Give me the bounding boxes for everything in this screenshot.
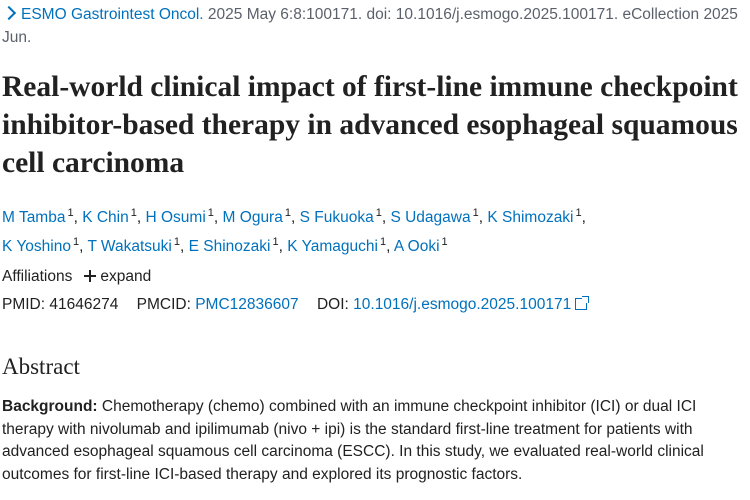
affiliation-ref[interactable]: 1 xyxy=(207,207,214,219)
author-item: A Ooki 1 xyxy=(393,236,448,256)
expand-label: expand xyxy=(100,268,152,285)
citation-details: 2025 May 6:8:100171. doi: 10.1016/j.esmo… xyxy=(2,6,738,46)
pmid-value: 41646274 xyxy=(49,296,119,313)
doi-text: 10.1016/j.esmogo.2025.100171 xyxy=(353,296,572,313)
affiliation-ref[interactable]: 1 xyxy=(284,207,291,219)
citation: ESMO Gastrointest Oncol. 2025 May 6:8:10… xyxy=(1,3,742,49)
doi-link[interactable]: 10.1016/j.esmogo.2025.100171 xyxy=(353,296,590,313)
affiliation-ref[interactable]: 1 xyxy=(173,236,180,249)
author-link[interactable]: S Udagawa xyxy=(390,209,471,227)
affiliation-ref[interactable]: 1 xyxy=(375,207,382,219)
pmcid-label: PMCID: xyxy=(136,296,191,313)
journal-link[interactable]: ESMO Gastrointest Oncol. xyxy=(21,6,204,23)
author-item: K Yamaguchi 1, xyxy=(287,236,394,256)
affiliations-label: Affiliations xyxy=(2,268,73,285)
author-item: M Tamba 1, xyxy=(2,207,83,227)
author-item: S Udagawa 1, xyxy=(390,207,488,227)
external-link-icon xyxy=(575,296,590,310)
article-title: Real-world clinical impact of first-line… xyxy=(2,71,738,179)
doi-label: DOI: xyxy=(316,296,349,313)
author-link[interactable]: H Osumi xyxy=(145,209,206,227)
author-link[interactable]: E Shinozaki xyxy=(188,238,271,256)
author-item: H Osumi 1, xyxy=(145,207,223,227)
author-link[interactable]: K Shimozaki xyxy=(487,209,574,227)
author-list: M Tamba 1, K Chin 1, H Osumi 1, M Ogura 1, S… xyxy=(2,201,742,259)
author-link[interactable]: K Yamaguchi xyxy=(287,238,378,256)
affiliation-ref[interactable]: 1 xyxy=(472,207,479,219)
affiliations-toggle[interactable]: Affiliations expand xyxy=(2,266,151,288)
affiliation-ref[interactable]: 1 xyxy=(379,236,387,249)
author-item: M Ogura 1, xyxy=(222,207,300,227)
affiliation-ref[interactable]: 1 xyxy=(575,207,582,219)
author-link[interactable]: K Yoshino xyxy=(2,238,71,256)
chevron-right-icon xyxy=(1,5,17,21)
author-item: T Wakatsuki 1, xyxy=(87,236,189,256)
author-item: K Shimozaki 1, xyxy=(487,207,586,227)
abstract-background: Background: Chemotherapy (chemo) combine… xyxy=(2,396,744,486)
abstract-heading: Abstract xyxy=(2,354,80,379)
affiliation-ref[interactable]: 1 xyxy=(130,207,137,219)
author-item: S Fukuoka 1, xyxy=(299,207,391,227)
author-item: K Yoshino 1, xyxy=(2,236,88,256)
affiliation-ref[interactable]: 1 xyxy=(67,207,74,219)
author-link[interactable]: M Tamba xyxy=(2,209,66,227)
author-link[interactable]: S Fukuoka xyxy=(299,209,374,227)
background-label: Background: xyxy=(2,398,98,415)
pmid-label: PMID: xyxy=(2,296,46,313)
author-link[interactable]: K Chin xyxy=(82,209,129,227)
author-item: K Chin 1, xyxy=(82,207,146,227)
author-link[interactable]: A Ooki xyxy=(393,238,440,256)
author-link[interactable]: T Wakatsuki xyxy=(87,238,172,256)
background-text: Chemotherapy (chemo) combined with an im… xyxy=(2,398,704,483)
affiliation-ref[interactable]: 1 xyxy=(72,236,80,249)
plus-icon xyxy=(84,270,97,282)
affiliation-ref[interactable]: 1 xyxy=(441,236,448,249)
affiliation-ref[interactable]: 1 xyxy=(272,236,279,249)
pmcid-link[interactable]: PMC12836607 xyxy=(195,296,299,313)
author-item: E Shinozaki 1, xyxy=(188,236,288,256)
author-link[interactable]: M Ogura xyxy=(222,209,283,227)
identifiers-row: PMID: 41646274 PMCID: PMC12836607 DOI: 1… xyxy=(2,294,590,316)
